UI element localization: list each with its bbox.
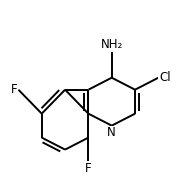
Text: Cl: Cl (159, 71, 171, 84)
Text: N: N (107, 127, 116, 140)
Text: NH₂: NH₂ (101, 38, 123, 51)
Text: F: F (85, 163, 92, 176)
Text: F: F (11, 83, 17, 96)
